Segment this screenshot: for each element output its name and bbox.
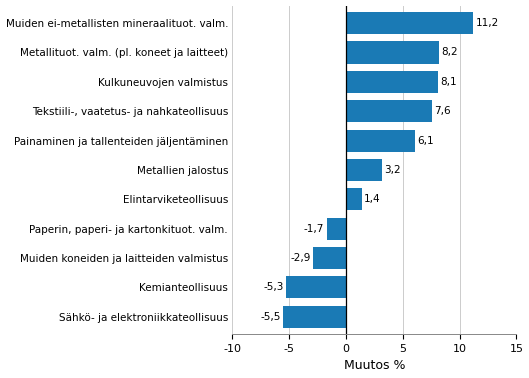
Bar (346, 100, 432, 122)
Text: 3,2: 3,2 (385, 165, 401, 175)
Bar (346, 71, 438, 93)
Bar (346, 12, 473, 34)
Text: -1,7: -1,7 (304, 223, 324, 234)
Text: 6,1: 6,1 (417, 136, 434, 146)
Bar (326, 218, 346, 240)
Text: 8,2: 8,2 (441, 48, 458, 57)
Bar (313, 247, 346, 269)
Bar (346, 42, 439, 64)
Text: -5,3: -5,3 (263, 282, 284, 292)
Text: -2,9: -2,9 (290, 253, 311, 263)
Text: 8,1: 8,1 (440, 77, 457, 87)
Text: 11,2: 11,2 (476, 18, 499, 28)
Bar (346, 188, 362, 210)
Text: -5,5: -5,5 (261, 311, 281, 322)
Bar (346, 130, 415, 152)
Bar (346, 159, 382, 181)
Text: 1,4: 1,4 (364, 194, 381, 204)
Text: 7,6: 7,6 (435, 106, 451, 116)
Bar (286, 276, 346, 298)
X-axis label: Muutos %: Muutos % (343, 359, 405, 372)
Bar (284, 305, 346, 328)
